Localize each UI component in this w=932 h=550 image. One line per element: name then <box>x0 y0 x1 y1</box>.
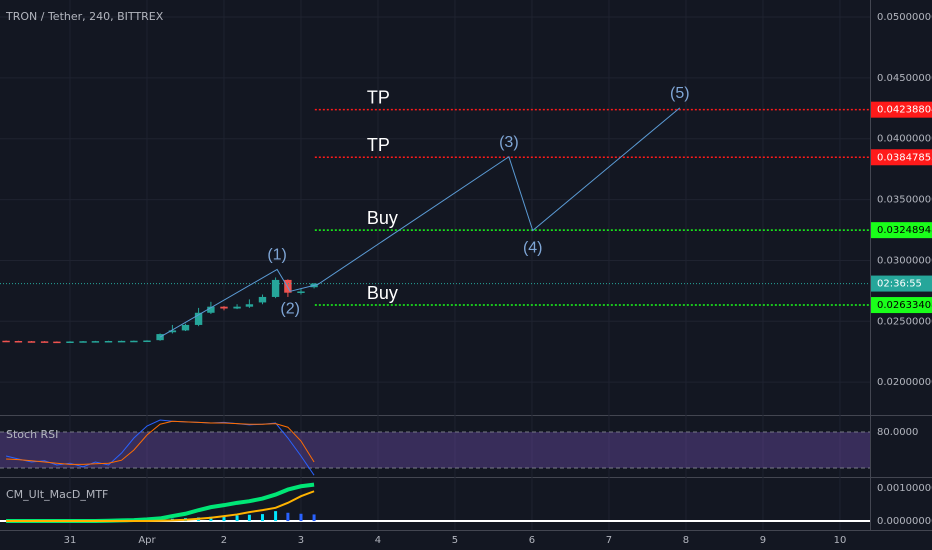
level-price: 0.03847853 <box>877 152 932 163</box>
level-text: Buy <box>367 283 398 303</box>
candle-body <box>245 304 254 307</box>
candle-body <box>271 279 280 297</box>
candle-body <box>297 291 305 293</box>
candle-body <box>2 340 10 343</box>
candle-body <box>220 306 228 309</box>
x-tick-label: 8 <box>683 535 689 546</box>
candle-body <box>104 341 113 343</box>
y-tick-label: 0.00000000 <box>877 516 932 527</box>
candle-body <box>27 341 36 343</box>
x-tick-label: 6 <box>529 535 535 546</box>
grid <box>0 0 870 530</box>
x-tick-label: Apr <box>138 535 156 546</box>
x-tick-label: 2 <box>221 535 227 546</box>
chart-title: TRON / Tether, 240, BITTREX <box>5 10 164 23</box>
candle-body <box>117 340 126 343</box>
candle-body <box>284 279 292 293</box>
wave-label: (3) <box>499 134 519 151</box>
y-tick-label: 0.02500000 <box>877 316 932 327</box>
x-tick-label: 4 <box>375 535 381 546</box>
histogram-bar <box>235 515 239 522</box>
histogram-bar <box>286 512 290 522</box>
y-tick-label: 0.02000000 <box>877 377 932 388</box>
pane-title: Stoch RSI <box>6 428 58 441</box>
level-badge <box>871 222 932 239</box>
candle-body <box>168 330 177 333</box>
histogram-bar <box>222 516 226 522</box>
candle-body <box>181 324 190 331</box>
candle-body <box>194 312 203 325</box>
x-tick-label: 3 <box>298 535 304 546</box>
y-tick-label: 0.04500000 <box>877 73 932 84</box>
y-tick-label: 0.03500000 <box>877 195 932 206</box>
y-tick-label: 0.00100000 <box>877 483 932 494</box>
level-badge <box>871 149 932 166</box>
indicator-line <box>6 490 315 523</box>
x-tick-label: 10 <box>834 535 847 546</box>
wave-label: (2) <box>280 301 300 318</box>
histogram-bar <box>299 513 303 522</box>
level-price: 0.04238804 <box>877 105 932 116</box>
indicator-line <box>6 420 315 465</box>
y-tick-label: 0.05000000 <box>877 12 932 23</box>
candle-body <box>207 306 215 313</box>
candle-body <box>53 341 61 344</box>
candle-body <box>143 340 151 343</box>
countdown-badge <box>871 275 932 292</box>
wave-label: (4) <box>523 240 543 257</box>
y-tick-label: 0.04000000 <box>877 134 932 145</box>
level-badge <box>871 297 932 314</box>
level-text: TP <box>367 135 390 155</box>
countdown-label: 02:36:55 <box>877 279 922 290</box>
level-text: Buy <box>367 208 398 228</box>
wave-line <box>159 107 681 338</box>
histogram-bar <box>209 516 213 522</box>
histogram-bar <box>312 514 316 522</box>
candle-body <box>66 341 74 343</box>
x-tick-label: 7 <box>606 535 612 546</box>
histogram-bar <box>247 514 251 522</box>
level-price: 0.02633408 <box>877 300 932 311</box>
candle-body <box>258 296 267 303</box>
level-price: 0.03248948 <box>877 225 932 236</box>
x-tick-label: 31 <box>64 535 77 546</box>
candle-body <box>40 341 49 343</box>
histogram-bar <box>274 511 278 522</box>
candle-body <box>233 306 241 309</box>
histogram-bar <box>260 514 264 522</box>
candle-body <box>79 341 87 343</box>
wave-label: (5) <box>670 85 690 102</box>
level-text: TP <box>367 87 390 107</box>
marks <box>0 107 870 524</box>
y-tick-label: 80.0000 <box>877 427 918 438</box>
candle-body <box>91 341 100 343</box>
candle-body <box>130 340 138 343</box>
level-badge <box>871 101 932 118</box>
wave-label: (1) <box>267 247 287 264</box>
y-tick-label: 0.03000000 <box>877 255 932 266</box>
rsi-band <box>0 432 870 469</box>
x-tick-label: 5 <box>452 535 458 546</box>
x-tick-label: 9 <box>760 535 766 546</box>
pane-title: CM_Ult_MacD_MTF <box>6 488 108 501</box>
candle-body <box>14 341 23 343</box>
